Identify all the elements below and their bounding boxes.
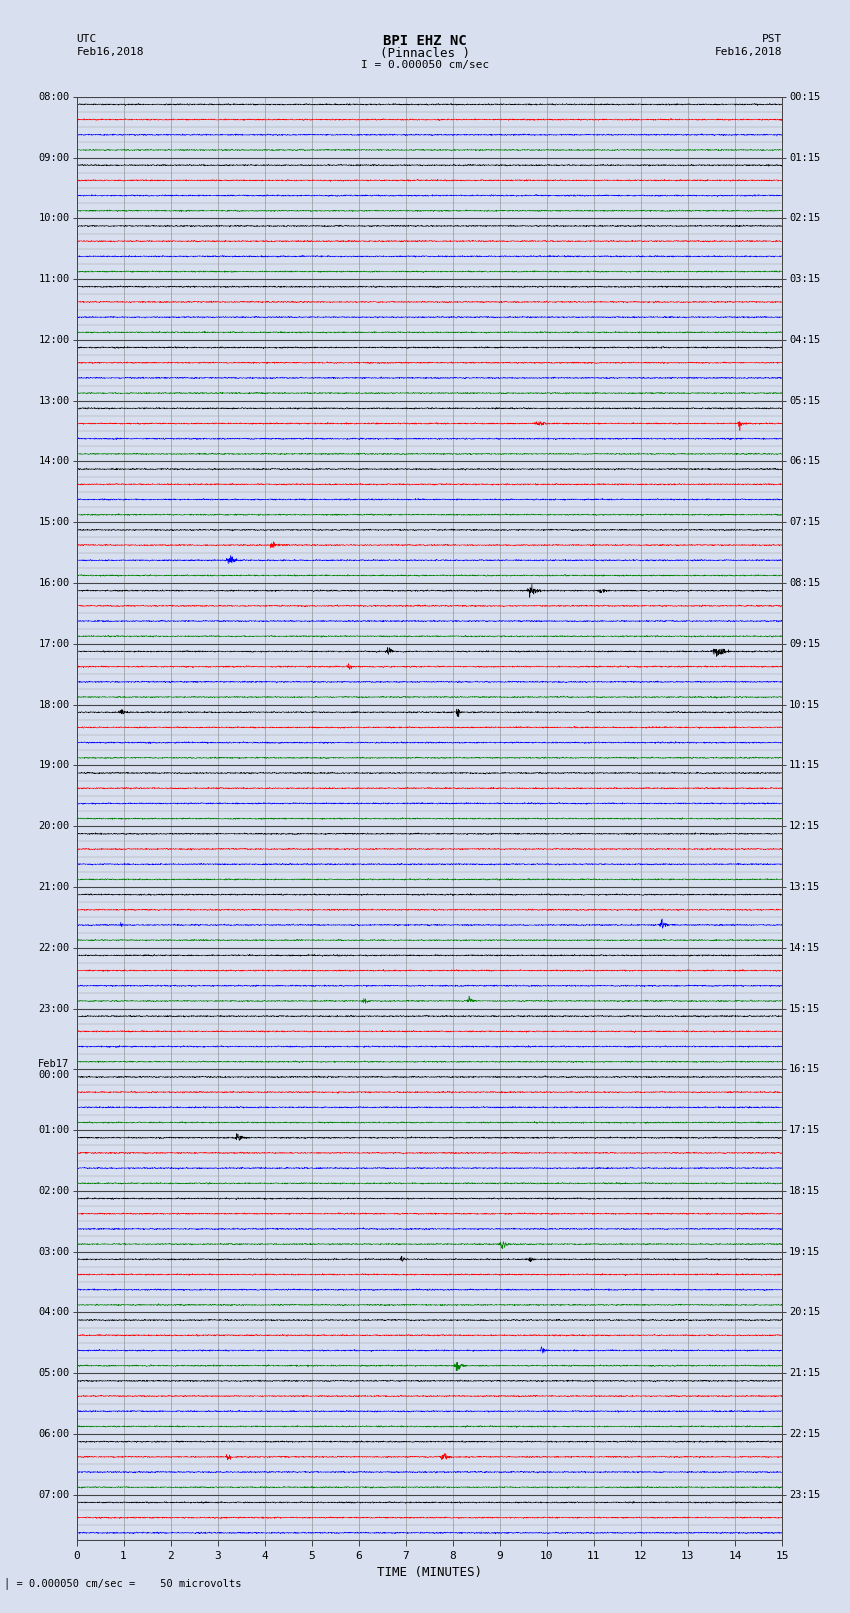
Text: Feb16,2018: Feb16,2018: [715, 47, 782, 56]
X-axis label: TIME (MINUTES): TIME (MINUTES): [377, 1566, 482, 1579]
Text: (Pinnacles ): (Pinnacles ): [380, 47, 470, 60]
Text: │ = 0.000050 cm/sec =    50 microvolts: │ = 0.000050 cm/sec = 50 microvolts: [4, 1578, 241, 1589]
Text: Feb16,2018: Feb16,2018: [76, 47, 144, 56]
Text: BPI EHZ NC: BPI EHZ NC: [383, 34, 467, 48]
Text: I = 0.000050 cm/sec: I = 0.000050 cm/sec: [361, 60, 489, 69]
Text: UTC: UTC: [76, 34, 97, 44]
Text: PST: PST: [762, 34, 782, 44]
